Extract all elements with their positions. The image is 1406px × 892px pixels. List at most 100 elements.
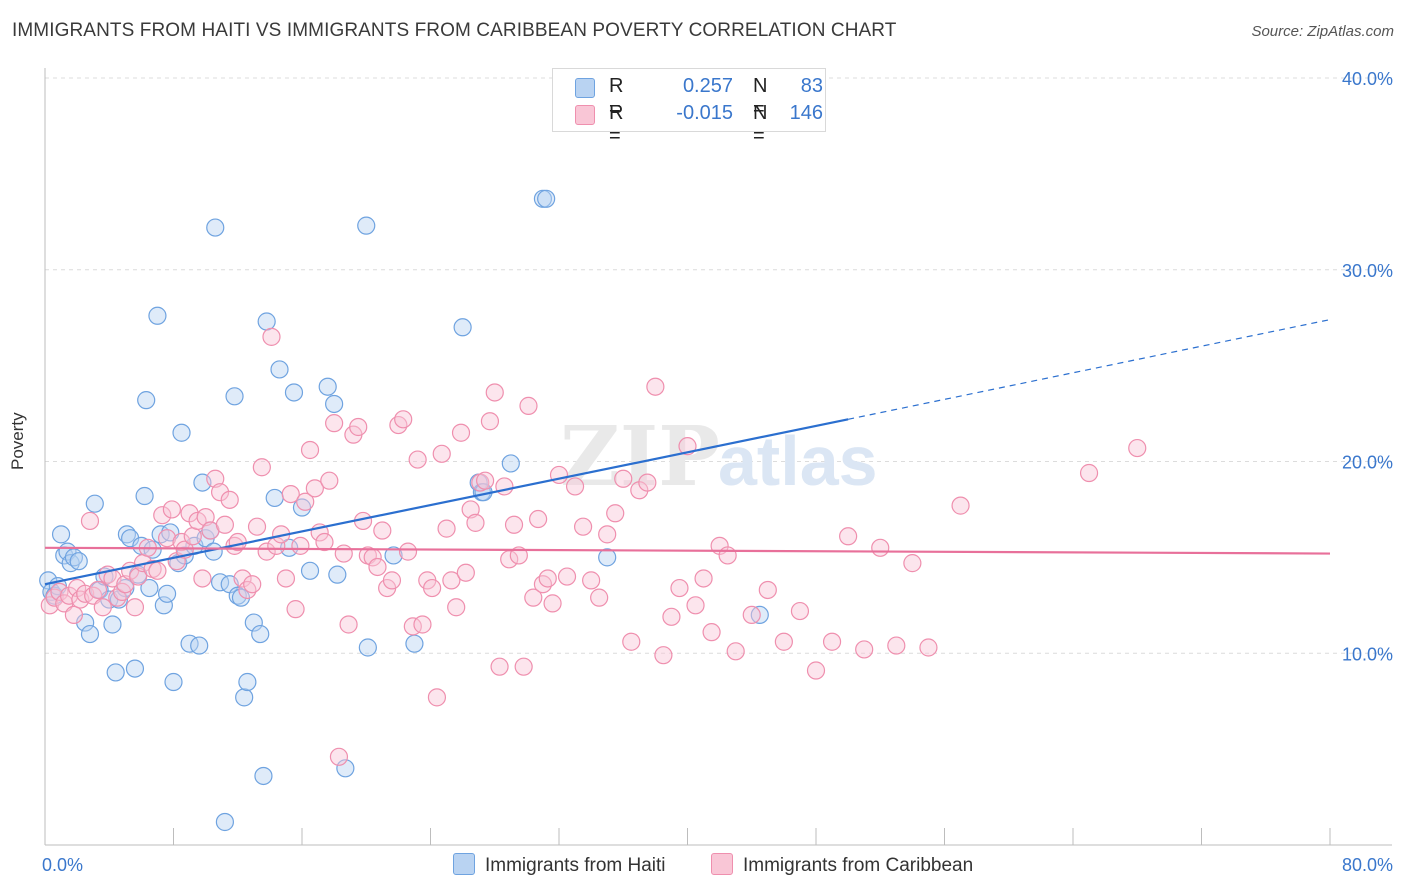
point-caribbean [206,469,225,488]
point-caribbean [129,567,148,586]
point-caribbean [252,458,271,477]
point-caribbean [88,580,108,600]
trend-line-caribbean [44,546,1331,555]
legend-r-value: -0.015 [676,102,733,124]
bottom-legend-haiti: Immigrants from Haiti [453,853,666,877]
point-caribbean [951,496,970,515]
point-caribbean [887,636,906,655]
point-caribbean [50,582,69,601]
point-caribbean [325,414,344,433]
x-tick-label-min: 0.0% [42,855,83,875]
point-caribbean [524,588,543,607]
point-caribbean [903,554,922,573]
point-caribbean [509,546,528,565]
point-haiti [270,360,289,379]
point-caribbean [726,642,745,661]
point-caribbean [408,450,427,469]
point-haiti [300,561,320,580]
point-haiti [125,659,145,678]
point-caribbean [193,569,212,588]
legend-r-label: R = [609,75,624,120]
stats-legend: R = 0.257 N = 83 R = -0.015 N = 146 [552,68,826,147]
point-caribbean [196,508,215,527]
point-haiti [384,546,403,565]
bottom-legend-label-caribbean: Immigrants from Caribbean [743,855,974,876]
point-caribbean [162,500,181,519]
point-caribbean [243,575,262,594]
point-caribbean [565,477,585,496]
legend-r-label: R = [609,102,624,147]
point-haiti [357,216,376,235]
point-caribbean [427,688,447,707]
point-caribbean [148,561,167,580]
point-caribbean [774,632,793,651]
point-haiti [137,391,156,410]
bottom-legend-swatch-haiti [453,853,475,875]
legend-n-label: N = [753,102,768,147]
point-caribbean [183,527,202,546]
point-haiti [251,624,270,644]
point-haiti [85,494,104,513]
point-caribbean [64,605,84,625]
grid [45,77,1392,654]
point-caribbean [296,492,315,511]
point-haiti [140,578,159,598]
point-haiti [292,498,312,517]
point-caribbean [654,646,673,665]
point-caribbean [451,423,471,442]
point-haiti [106,663,125,682]
point-caribbean [606,504,625,523]
point-caribbean [157,529,177,548]
point-caribbean [394,410,413,429]
trend-lines [44,319,1331,586]
point-caribbean [529,509,548,529]
y-tick-label: 30.0% [1342,261,1393,281]
point-haiti [39,571,58,590]
point-caribbean [638,473,657,492]
point-haiti [148,306,167,325]
legend-swatch-caribbean [575,105,595,125]
point-haiti [501,454,520,473]
point-caribbean [262,327,281,346]
point-caribbean [349,417,368,437]
point-haiti [405,634,424,653]
point-caribbean [423,578,442,598]
tick-labels: 10.0% 20.0% 30.0% 40.0% 0.0% 80.0% [42,69,1393,875]
x-tick-label-max: 80.0% [1342,855,1393,875]
point-caribbean [320,471,339,490]
point-caribbean [839,527,858,546]
point-caribbean [247,517,267,536]
point-caribbean [490,657,509,676]
point-caribbean [1128,438,1147,458]
point-haiti [598,548,617,567]
point-caribbean [286,600,305,619]
bottom-legend-caribbean: Immigrants from Caribbean [711,853,973,877]
point-caribbean [456,563,475,582]
point-caribbean [582,571,601,590]
point-haiti [135,486,154,506]
legend-n-value: 83 [800,75,823,97]
point-caribbean [662,607,681,626]
point-caribbean [543,594,562,613]
point-caribbean [382,571,402,590]
point-haiti [358,638,377,657]
point-haiti [228,586,247,605]
legend-n-label: N = [753,75,768,120]
point-caribbean [822,632,842,651]
point-caribbean [598,525,617,544]
point-caribbean [614,469,633,488]
point-caribbean [504,515,524,534]
point-haiti [336,759,355,778]
point-caribbean [334,544,353,563]
legend-n-value: 146 [789,102,823,124]
point-caribbean [305,479,324,498]
point-caribbean [790,601,810,621]
point-caribbean [437,519,456,538]
legend-r-value: 0.257 [682,75,733,97]
point-caribbean [210,483,230,502]
point-caribbean [442,571,461,590]
point-haiti [80,624,100,644]
chart-title: IMMIGRANTS FROM HAITI VS IMMIGRANTS FROM… [12,20,897,41]
point-caribbean [315,532,334,552]
